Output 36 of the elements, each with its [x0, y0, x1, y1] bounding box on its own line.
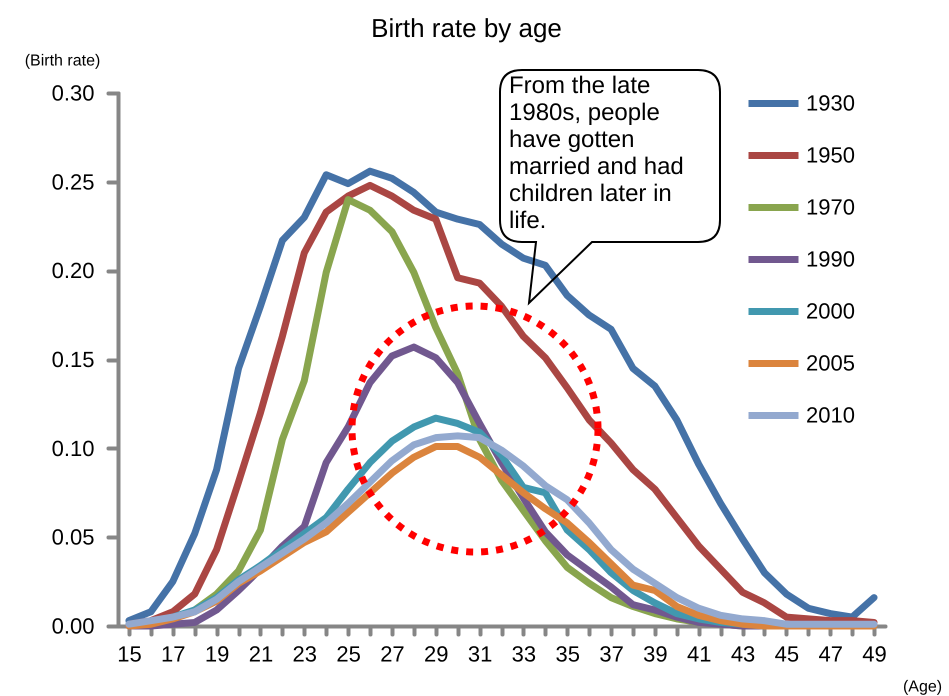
x-tick-label: 45	[774, 642, 800, 666]
x-tick-label: 43	[730, 642, 756, 666]
x-tick-label: 29	[424, 642, 448, 666]
legend-label: 1990	[806, 246, 855, 272]
y-tick-label: 0.30	[52, 80, 94, 106]
y-axis-title: (Birth rate)	[24, 52, 100, 70]
y-tick-label: 0.25	[52, 169, 94, 194]
x-tick-label: 47	[818, 642, 843, 666]
x-tick-label: 17	[161, 642, 186, 666]
chart-title: Birth rate by age	[371, 13, 562, 43]
x-tick-label: 25	[336, 642, 361, 666]
x-tick-label: 21	[248, 642, 274, 666]
legend-label: 2005	[806, 350, 855, 376]
x-tick-label: 15	[117, 642, 142, 666]
x-tick-label: 23	[292, 642, 318, 666]
legend-label: 1970	[806, 194, 855, 220]
x-tick-label: 35	[556, 642, 580, 666]
legend-label: 2000	[806, 298, 855, 324]
x-tick-label: 49	[862, 642, 887, 666]
y-tick-label: 0.15	[52, 347, 94, 372]
x-tick-label: 37	[599, 642, 624, 666]
x-tick-label: 39	[643, 642, 668, 666]
y-tick-label: 0.20	[52, 258, 94, 284]
y-tick-label: 0.10	[52, 436, 94, 461]
x-tick-label: 41	[686, 642, 712, 666]
legend-label: 1930	[806, 90, 855, 116]
x-tick-label: 27	[380, 642, 405, 666]
x-tick-label: 31	[468, 642, 492, 666]
y-tick-label: 0.00	[52, 614, 94, 638]
legend-label: 1950	[806, 142, 855, 168]
y-tick-label: 0.05	[52, 524, 94, 550]
annotation: From the late 1980s, people have gotten married and had children later in life.	[509, 72, 685, 234]
x-tick-label: 19	[204, 642, 230, 666]
x-axis-title: (Age)	[902, 678, 942, 696]
legend-label: 2010	[806, 402, 855, 428]
x-tick-label: 33	[512, 642, 536, 666]
